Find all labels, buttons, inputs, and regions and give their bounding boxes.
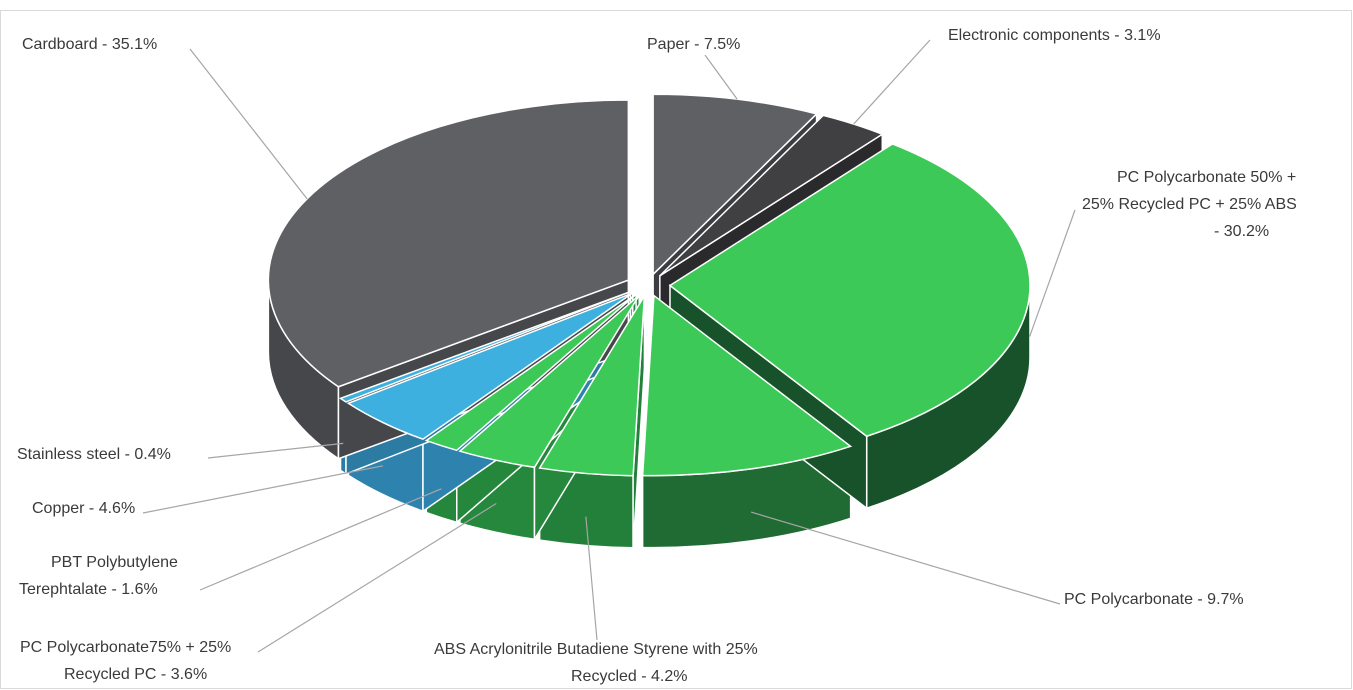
label-pc: PC Polycarbonate - 9.7% [1064, 591, 1244, 608]
slice-copper-4-6 [346, 292, 634, 441]
label-electronic-components: Electronic components - 3.1% [948, 27, 1161, 44]
slice-labels: Cardboard - 35.1% Paper - 7.5% Electroni… [17, 27, 1297, 685]
chart-frame [0, 10, 1352, 689]
leader-electronic-components-3-1 [853, 39, 931, 125]
label-cardboard: Cardboard - 35.1% [22, 36, 157, 53]
leader-pc-polycarbonate75-25-recycled-pc-3-6 [257, 502, 497, 653]
label-paper: Paper - 7.5% [647, 36, 740, 53]
leader-paper-7-5 [704, 54, 738, 100]
label-abs-line1: ABS Acrylonitrile Butadiene Styrene with… [434, 641, 758, 658]
slice-abs-acrylonitrile-butadiene-styrene-with-25-recycled-4-2 [538, 295, 646, 477]
slice-pc-polycarbonate-50-25-recycled-pc-25-abs-30-2 [668, 143, 1031, 438]
leader-pbt-polybutylene-terephtalate-1-6 [199, 488, 442, 591]
label-pc75-line2: Recycled PC - 3.6% [64, 666, 207, 683]
label-pbt-line2: Terephtalate - 1.6% [19, 581, 158, 598]
leader-pc-polycarbonate-50-25-recycled-pc-25-abs-30-2 [1029, 209, 1076, 337]
slice-pc-polycarbonate-9-7 [641, 294, 853, 477]
slice-pbt-polybutylene-terephtalate-1-6 [424, 293, 637, 452]
pie-slices [267, 93, 1031, 549]
leader-abs-acrylonitrile-butadiene-styrene-with-25-recycled-4-2 [585, 516, 598, 641]
slice-electronic-components-3-1 [659, 114, 884, 277]
slice-paper-7-5 [652, 93, 819, 277]
leader-stainless-steel-0-4 [207, 442, 344, 459]
label-pc50-line3: - 30.2% [1214, 223, 1269, 240]
slice-cardboard-35-1 [267, 99, 630, 388]
slice-pc-polycarbonate75-25-recycled-pc-3-6 [458, 294, 640, 469]
slice-stainless-steel-0-4 [338, 290, 631, 403]
label-pc75-line1: PC Polycarbonate75% + 25% [20, 639, 231, 656]
label-pc50-line2: 25% Recycled PC + 25% ABS [1082, 196, 1297, 213]
label-abs-line2: Recycled - 4.2% [571, 668, 688, 685]
label-pbt-line1: PBT Polybutylene [51, 554, 178, 571]
label-pc50-line1: PC Polycarbonate 50% + [1117, 169, 1296, 186]
leader-copper-4-6 [142, 465, 384, 514]
leader-cardboard-35-1 [189, 48, 308, 200]
label-copper: Copper - 4.6% [32, 500, 135, 517]
leader-pc-polycarbonate-9-7 [750, 511, 1061, 605]
leader-lines [142, 39, 1076, 653]
label-stainless-steel: Stainless steel - 0.4% [17, 446, 171, 463]
